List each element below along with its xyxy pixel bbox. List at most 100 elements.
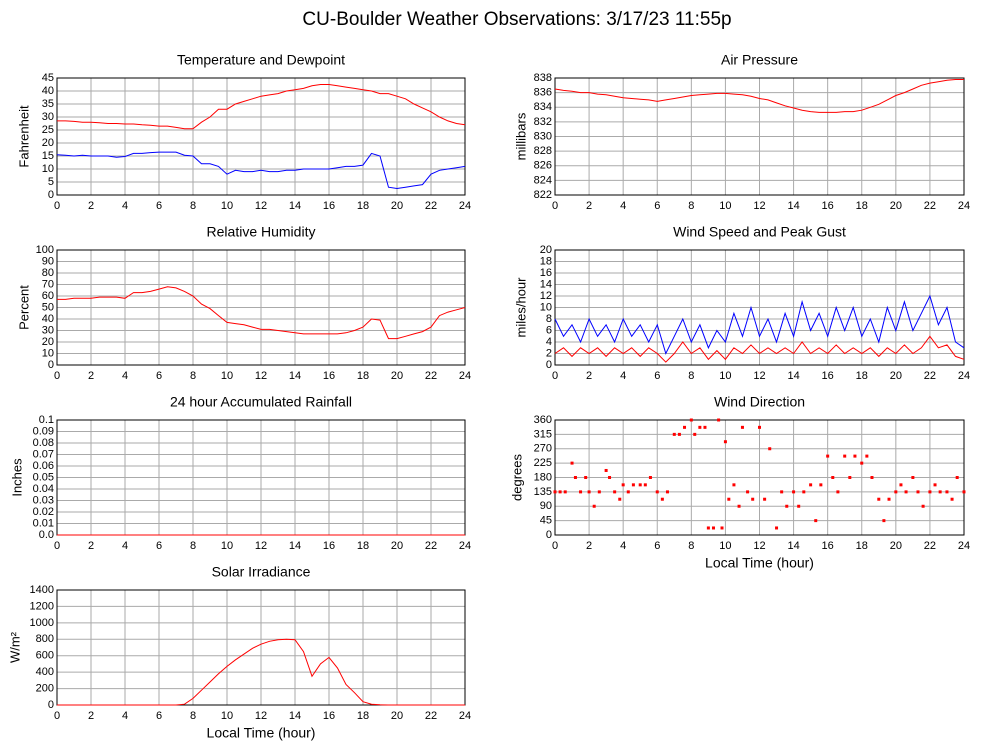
data-point	[916, 490, 920, 494]
data-point	[579, 490, 583, 494]
data-point	[660, 497, 664, 501]
x-tick-label: 20	[391, 200, 403, 212]
x-tick-label: 2	[88, 200, 94, 212]
data-point	[604, 468, 608, 472]
data-point	[785, 504, 789, 508]
data-point	[683, 425, 687, 429]
x-tick-label: 6	[156, 370, 162, 382]
data-point	[921, 504, 925, 508]
data-line	[554, 335, 965, 363]
data-line	[57, 286, 466, 340]
y-tick-label: 0	[546, 529, 552, 541]
y-tick-label: 0	[48, 359, 54, 371]
x-tick-label: 14	[787, 370, 799, 382]
y-tick-label: 25	[42, 124, 54, 136]
data-line	[56, 151, 466, 190]
data-point	[608, 476, 612, 479]
x-tick-label: 12	[753, 200, 765, 212]
y-tick-label: 6	[546, 324, 552, 336]
y-axis-label: Percent	[16, 285, 31, 330]
data-point	[648, 476, 652, 479]
y-tick-label: 8	[546, 313, 552, 325]
y-tick-label: 90	[540, 500, 552, 512]
x-tick-label: 24	[459, 200, 471, 212]
data-point	[631, 483, 635, 487]
data-point	[621, 483, 625, 487]
data-point	[860, 461, 864, 465]
x-tick-label: 8	[688, 200, 694, 212]
data-point	[865, 454, 869, 458]
data-point	[558, 490, 562, 494]
data-point	[870, 476, 874, 479]
x-tick-label: 22	[425, 200, 437, 212]
y-tick-label: 100	[36, 244, 54, 256]
x-tick-label: 8	[190, 370, 196, 382]
x-tick-label: 4	[122, 370, 128, 382]
x-tick-label: 18	[357, 710, 369, 722]
y-tick-label: 14	[540, 278, 552, 290]
x-tick-label: 16	[822, 200, 834, 212]
x-tick-label: 12	[753, 370, 765, 382]
y-tick-label: 90	[42, 255, 54, 267]
x-tick-label: 20	[890, 540, 902, 552]
y-tick-label: 0.1	[39, 414, 54, 426]
data-point	[894, 490, 898, 494]
x-tick-label: 22	[924, 370, 936, 382]
x-tick-label: 12	[255, 540, 267, 552]
y-tick-label: 225	[534, 457, 552, 469]
y-tick-label: 836	[534, 87, 552, 99]
data-point	[717, 418, 721, 422]
y-axis-label: Fahrenheit	[16, 105, 31, 168]
y-tick-label: 10	[42, 347, 54, 359]
x-tick-label: 16	[822, 370, 834, 382]
x-tick-label: 16	[323, 710, 335, 722]
x-tick-label: 18	[357, 200, 369, 212]
x-tick-label: 16	[323, 370, 335, 382]
data-point	[584, 476, 588, 479]
x-tick-label: 0	[54, 540, 60, 552]
panel-title: Solar Irradiance	[212, 564, 311, 580]
x-tick-label: 4	[620, 540, 626, 552]
x-tick-label: 2	[88, 370, 94, 382]
x-tick-label: 4	[122, 710, 128, 722]
data-point	[655, 490, 659, 494]
y-tick-label: 18	[540, 255, 552, 267]
data-point	[720, 526, 724, 530]
x-tick-label: 8	[190, 710, 196, 722]
y-tick-label: 4	[546, 336, 552, 348]
data-point	[768, 447, 772, 451]
x-tick-label: 20	[391, 370, 403, 382]
x-tick-label: 22	[425, 370, 437, 382]
x-tick-label: 16	[323, 200, 335, 212]
y-tick-label: 828	[534, 145, 552, 157]
x-tick-label: 4	[620, 370, 626, 382]
y-axis-label: millibars	[513, 112, 528, 160]
data-point	[740, 425, 744, 429]
x-tick-label: 10	[719, 200, 731, 212]
plot-frame	[554, 419, 965, 536]
y-tick-label: 70	[42, 278, 54, 290]
x-tick-label: 16	[323, 540, 335, 552]
x-tick-label: 2	[586, 370, 592, 382]
x-tick-label: 8	[190, 200, 196, 212]
data-point	[938, 490, 942, 494]
y-tick-label: 800	[36, 633, 54, 645]
x-tick-label: 6	[156, 540, 162, 552]
panel-title: 24 hour Accumulated Rainfall	[170, 394, 352, 410]
y-tick-label: 5	[48, 176, 54, 188]
data-point	[638, 483, 642, 487]
x-tick-label: 8	[190, 540, 196, 552]
data-point	[911, 476, 915, 479]
data-point	[727, 497, 731, 501]
x-tick-label: 0	[552, 370, 558, 382]
panel-title: Relative Humidity	[207, 224, 316, 240]
y-tick-label: 10	[42, 163, 54, 175]
x-tick-label: 2	[88, 540, 94, 552]
y-axis-label: W/m²	[7, 631, 22, 663]
data-line	[554, 79, 964, 113]
data-point	[758, 425, 761, 429]
y-tick-label: 40	[42, 85, 54, 97]
y-tick-label: 15	[42, 150, 54, 162]
y-tick-label: 838	[534, 72, 552, 84]
x-tick-label: 14	[787, 540, 799, 552]
